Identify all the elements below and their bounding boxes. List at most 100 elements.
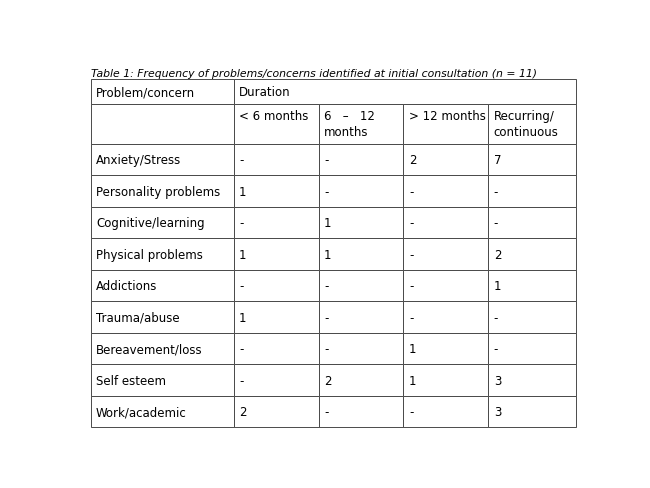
Text: Problem/concern: Problem/concern <box>96 86 195 99</box>
Bar <box>488 302 576 333</box>
Bar <box>233 144 318 176</box>
Text: -: - <box>239 374 244 387</box>
Text: 2: 2 <box>494 248 501 261</box>
Bar <box>488 207 576 239</box>
Text: Duration: Duration <box>239 86 291 99</box>
Text: -: - <box>409 248 413 261</box>
Bar <box>233 207 318 239</box>
Text: Self esteem: Self esteem <box>96 374 166 387</box>
Bar <box>404 104 488 144</box>
Bar <box>90 333 233 365</box>
Text: 1: 1 <box>409 343 417 355</box>
Bar <box>404 176 488 207</box>
Bar <box>404 365 488 396</box>
Bar <box>318 104 404 144</box>
Text: Personality problems: Personality problems <box>96 185 220 198</box>
Text: > 12 months: > 12 months <box>409 110 486 123</box>
Bar <box>404 396 488 427</box>
Text: 6   –   12: 6 – 12 <box>324 110 375 123</box>
Bar <box>404 207 488 239</box>
Text: 2: 2 <box>409 154 417 167</box>
Bar <box>318 270 404 302</box>
Text: -: - <box>239 217 244 230</box>
Bar <box>90 239 233 270</box>
Text: -: - <box>324 343 328 355</box>
Text: -: - <box>494 217 498 230</box>
Bar <box>233 176 318 207</box>
Text: -: - <box>324 185 328 198</box>
Text: -: - <box>239 154 244 167</box>
Text: Table 1: Frequency of problems/concerns identified at initial consultation (n = : Table 1: Frequency of problems/concerns … <box>90 68 536 79</box>
Text: Work/academic: Work/academic <box>96 405 187 418</box>
Text: -: - <box>239 280 244 292</box>
Bar <box>318 333 404 365</box>
Text: Anxiety/Stress: Anxiety/Stress <box>96 154 181 167</box>
Text: Bereavement/loss: Bereavement/loss <box>96 343 203 355</box>
Text: 3: 3 <box>494 405 501 418</box>
Text: 1: 1 <box>239 185 246 198</box>
Text: Addictions: Addictions <box>96 280 157 292</box>
Bar <box>318 239 404 270</box>
Text: -: - <box>324 154 328 167</box>
Text: Physical problems: Physical problems <box>96 248 203 261</box>
Bar <box>404 302 488 333</box>
Text: 1: 1 <box>239 248 246 261</box>
Bar <box>90 396 233 427</box>
Bar <box>318 365 404 396</box>
Text: 1: 1 <box>409 374 417 387</box>
Text: Cognitive/learning: Cognitive/learning <box>96 217 205 230</box>
Bar <box>488 270 576 302</box>
Bar <box>90 104 233 144</box>
Bar <box>90 144 233 176</box>
Bar <box>90 207 233 239</box>
Text: -: - <box>324 311 328 324</box>
Bar <box>233 333 318 365</box>
Bar <box>318 396 404 427</box>
Bar <box>90 365 233 396</box>
Text: 1: 1 <box>239 311 246 324</box>
Text: 1: 1 <box>494 280 501 292</box>
Text: -: - <box>239 343 244 355</box>
Bar <box>318 207 404 239</box>
Bar <box>488 396 576 427</box>
Bar <box>90 80 233 104</box>
Bar <box>233 104 318 144</box>
Bar <box>488 239 576 270</box>
Bar <box>488 104 576 144</box>
Text: -: - <box>324 280 328 292</box>
Text: -: - <box>409 280 413 292</box>
Bar <box>90 176 233 207</box>
Bar <box>90 302 233 333</box>
Text: 1: 1 <box>324 248 332 261</box>
Text: 3: 3 <box>494 374 501 387</box>
Text: -: - <box>409 311 413 324</box>
Bar <box>318 144 404 176</box>
Text: -: - <box>494 343 498 355</box>
Bar <box>233 270 318 302</box>
Bar <box>233 396 318 427</box>
Text: 2: 2 <box>239 405 246 418</box>
Bar <box>404 333 488 365</box>
Bar <box>318 302 404 333</box>
Bar <box>404 144 488 176</box>
Text: Trauma/abuse: Trauma/abuse <box>96 311 179 324</box>
Text: -: - <box>494 185 498 198</box>
Bar <box>233 80 576 104</box>
Text: -: - <box>409 185 413 198</box>
Bar <box>318 176 404 207</box>
Text: Recurring/: Recurring/ <box>494 110 554 123</box>
Text: -: - <box>494 311 498 324</box>
Text: < 6 months: < 6 months <box>239 110 309 123</box>
Bar <box>404 270 488 302</box>
Bar <box>488 365 576 396</box>
Text: -: - <box>324 405 328 418</box>
Bar <box>488 333 576 365</box>
Text: continuous: continuous <box>494 125 558 138</box>
Text: months: months <box>324 125 369 138</box>
Bar <box>233 302 318 333</box>
Bar <box>233 239 318 270</box>
Bar <box>233 365 318 396</box>
Bar <box>404 239 488 270</box>
Bar <box>488 176 576 207</box>
Bar <box>488 144 576 176</box>
